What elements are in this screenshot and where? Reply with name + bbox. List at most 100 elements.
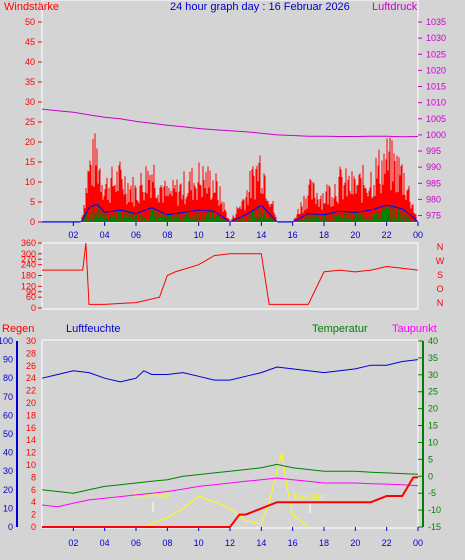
- x-tick-label-top: 12: [225, 230, 235, 240]
- wind-tick-label: 40: [25, 57, 35, 67]
- wind-tick-label: 0: [30, 217, 35, 227]
- humidity-tick-label: 90: [3, 355, 13, 365]
- rain-tick-label: 14: [26, 435, 36, 445]
- humidity-tick-label: 0: [8, 522, 13, 532]
- humidity-tick-label: 50: [3, 429, 13, 439]
- direction-plot-frame: [41, 242, 419, 310]
- pressure-line: [41, 108, 419, 138]
- x-tick-label-top: 00: [413, 230, 423, 240]
- rain-tick-label: 6: [31, 485, 36, 495]
- temperature-tick-label: -5: [428, 488, 436, 498]
- pressure-tick-label: 995: [426, 146, 441, 156]
- x-tick-label-top: 02: [68, 230, 78, 240]
- x-tick-label-bottom: 22: [382, 538, 392, 548]
- windstaerke-label: Windstärke: [4, 1, 59, 13]
- humidity-tick-label: 30: [3, 466, 13, 476]
- x-tick-label-bottom: 20: [350, 538, 360, 548]
- x-tick-label-bottom: 14: [256, 538, 266, 548]
- sunrise-label: Sun Rise: [134, 490, 171, 500]
- direction-tick-label: 60: [26, 292, 36, 302]
- bottom-plot-frame: [41, 339, 419, 529]
- pressure-tick-label: 1010: [426, 98, 446, 108]
- temperatur-label: Temperatur: [312, 323, 368, 335]
- rain-tick-label: 28: [26, 348, 36, 358]
- pressure-tick-label: 1005: [426, 114, 446, 124]
- wind-tick-label: 45: [25, 37, 35, 47]
- humidity-tick-label: 70: [3, 392, 13, 402]
- x-tick-label-top: 20: [350, 230, 360, 240]
- humidity-tick-label: 40: [3, 448, 13, 458]
- rain-tick-label: 0: [31, 522, 36, 532]
- temperature-tick-label: 10: [428, 437, 438, 447]
- pressure-tick-label: 1030: [426, 33, 446, 43]
- wind-direction-line: [42, 242, 419, 305]
- x-tick-label-bottom: 12: [225, 538, 235, 548]
- rain-tick-label: 16: [26, 423, 36, 433]
- x-tick-label-top: 22: [382, 230, 392, 240]
- taupunkt-label: Taupunkt: [392, 323, 437, 335]
- chart-title: 24 hour graph day : 16 Februar 2026: [170, 1, 350, 13]
- rain-tick-label: 12: [26, 448, 36, 458]
- rain-tick-label: 8: [31, 472, 36, 482]
- luftfeuchte-label: Luftfeuchte: [66, 323, 120, 335]
- wind-tick-label: 10: [25, 177, 35, 187]
- temperature-tick-label: 35: [428, 353, 438, 363]
- temperature-tick-label: 0: [428, 471, 433, 481]
- wind-tick-label: 20: [25, 137, 35, 147]
- x-tick-label-bottom: 06: [131, 538, 141, 548]
- rain-tick-label: 2: [31, 510, 36, 520]
- x-tick-label-top: 06: [131, 230, 141, 240]
- temperature-line: [41, 463, 419, 494]
- x-tick-label-bottom: 02: [68, 538, 78, 548]
- pressure-tick-label: 980: [426, 194, 441, 204]
- direction-tick-label: 300: [21, 249, 36, 259]
- direction-tick-label: 270: [21, 254, 36, 264]
- axes-group: 0510152025303540455097598098599099510001…: [0, 17, 446, 548]
- pressure-tick-label: 985: [426, 178, 441, 188]
- direction-tick-label: 180: [21, 271, 36, 281]
- wind-direction-letter: O: [436, 284, 443, 294]
- pressure-tick-label: 1025: [426, 49, 446, 59]
- temperature-tick-label: -15: [428, 522, 441, 532]
- direction-tick-label: 0: [31, 303, 36, 313]
- x-tick-label-top: 04: [100, 230, 110, 240]
- wind-tick-label: 35: [25, 77, 35, 87]
- rain-tick-label: 4: [31, 497, 36, 507]
- rain-tick-label: 18: [26, 410, 36, 420]
- rain-tick-label: 24: [26, 373, 36, 383]
- temperature-tick-label: 40: [428, 336, 438, 346]
- wind-direction-letter: N: [437, 298, 444, 308]
- temperature-tick-label: 30: [428, 370, 438, 380]
- x-tick-label-bottom: 18: [319, 538, 329, 548]
- temperature-tick-label: 20: [428, 404, 438, 414]
- x-tick-label-bottom: 00: [413, 538, 423, 548]
- x-tick-label-bottom: 16: [288, 538, 298, 548]
- wind-tick-label: 30: [25, 97, 35, 107]
- luftdruck-label: Luftdruck: [372, 1, 418, 13]
- x-tick-label-top: 18: [319, 230, 329, 240]
- humidity-line: [41, 359, 419, 383]
- pressure-tick-label: 1015: [426, 82, 446, 92]
- pressure-tick-label: 990: [426, 162, 441, 172]
- temperature-tick-label: 25: [428, 387, 438, 397]
- wind-tick-label: 15: [25, 157, 35, 167]
- sunset-label: Sun Set: [293, 492, 326, 502]
- humidity-tick-label: 20: [3, 485, 13, 495]
- temperature-tick-label: 5: [428, 454, 433, 464]
- wind-tick-label: 25: [25, 117, 35, 127]
- pressure-tick-label: 1035: [426, 17, 446, 27]
- x-tick-label-bottom: 10: [194, 538, 204, 548]
- rain-tick-label: 30: [26, 336, 36, 346]
- wind-direction-letter: S: [437, 270, 443, 280]
- solar-line: [143, 452, 309, 528]
- x-tick-label-top: 14: [256, 230, 266, 240]
- humidity-tick-label: 60: [3, 410, 13, 420]
- series-group: [41, 108, 419, 528]
- x-tick-label-bottom: 04: [100, 538, 110, 548]
- x-tick-label-top: 10: [194, 230, 204, 240]
- wind-direction-letter: W: [436, 256, 445, 266]
- humidity-tick-label: 100: [0, 336, 13, 346]
